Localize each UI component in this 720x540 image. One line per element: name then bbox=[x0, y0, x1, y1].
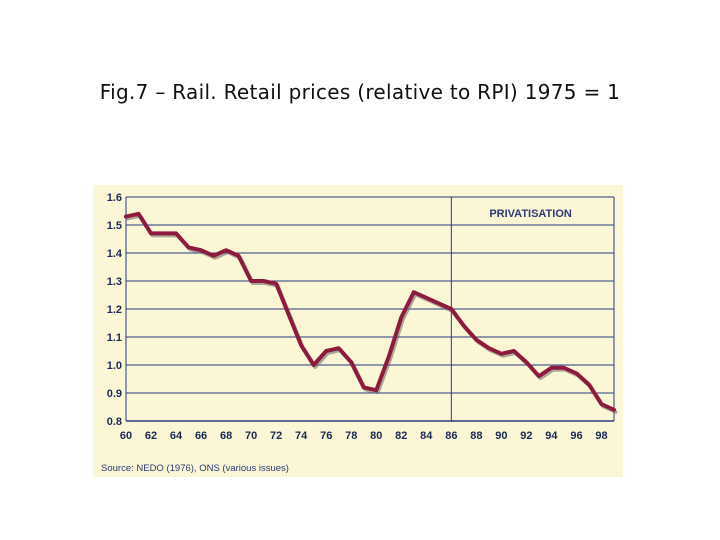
data-point bbox=[161, 231, 166, 235]
data-point bbox=[287, 313, 291, 317]
data-point bbox=[199, 248, 203, 252]
data-point bbox=[599, 402, 604, 406]
data-point bbox=[237, 254, 241, 258]
data-point bbox=[262, 279, 266, 283]
x-tick-label: 86 bbox=[445, 430, 457, 442]
x-tick-label: 96 bbox=[570, 430, 582, 442]
data-point bbox=[399, 315, 403, 319]
data-point bbox=[487, 346, 491, 350]
slide-title: Fig.7 – Rail. Retail prices (relative to… bbox=[99, 80, 621, 104]
data-point bbox=[462, 324, 466, 328]
data-point bbox=[299, 343, 303, 347]
y-tick-label: 0.9 bbox=[107, 388, 122, 400]
y-tick-label: 1.6 bbox=[107, 192, 122, 204]
y-tick-label: 1.0 bbox=[107, 360, 122, 372]
y-tick-label: 1.3 bbox=[107, 276, 122, 288]
x-tick-label: 74 bbox=[295, 430, 308, 442]
series-layer bbox=[124, 211, 618, 414]
y-tick-label: 1.5 bbox=[107, 220, 122, 232]
data-point bbox=[274, 282, 278, 286]
x-tick-label: 84 bbox=[420, 430, 433, 442]
y-tick-label: 1.2 bbox=[107, 304, 122, 316]
x-tick-label: 98 bbox=[595, 430, 607, 442]
y-tick-label: 1.4 bbox=[107, 248, 123, 260]
data-point bbox=[337, 346, 341, 350]
data-point bbox=[349, 360, 353, 364]
x-tick-label: 62 bbox=[145, 430, 157, 442]
x-tick-label: 92 bbox=[520, 430, 532, 442]
data-point bbox=[612, 408, 616, 412]
data-point bbox=[524, 360, 529, 364]
data-point bbox=[474, 338, 478, 342]
data-point bbox=[136, 212, 141, 216]
x-tick-label: 88 bbox=[470, 430, 482, 442]
x-tick-label: 60 bbox=[120, 430, 132, 442]
x-tick-label: 78 bbox=[345, 430, 357, 442]
axis-layer: 1.6 1.5 1.4 1.3 1.2 1.1 1.0 0.9 0.8 60 62 64 66 68 70 7… bbox=[107, 192, 608, 442]
source-note: Source: NEDO (1976), ONS (various issues… bbox=[101, 463, 289, 474]
data-point bbox=[512, 349, 516, 353]
x-tick-label: 76 bbox=[320, 430, 332, 442]
data-point bbox=[424, 296, 428, 300]
data-point bbox=[249, 279, 253, 283]
x-tick-label: 70 bbox=[245, 430, 257, 442]
y-tick-label: 1.1 bbox=[107, 332, 122, 344]
x-tick-label: 90 bbox=[495, 430, 507, 442]
data-point bbox=[224, 248, 228, 252]
data-point bbox=[124, 215, 128, 219]
data-point bbox=[412, 290, 416, 294]
chart-panel: 1.6 1.5 1.4 1.3 1.2 1.1 1.0 0.9 0.8 60 62 64 66 68 70 7… bbox=[93, 185, 623, 477]
series-line-shadow bbox=[125, 213, 618, 414]
data-point bbox=[562, 366, 566, 370]
data-point bbox=[174, 231, 178, 235]
x-tick-label: 80 bbox=[370, 430, 382, 442]
data-point bbox=[449, 307, 453, 311]
x-tick-label: 64 bbox=[170, 430, 183, 442]
data-point bbox=[537, 374, 541, 378]
x-tick-label: 94 bbox=[545, 430, 558, 442]
y-tick-label: 0.8 bbox=[107, 416, 122, 428]
data-point bbox=[549, 366, 554, 370]
data-point bbox=[211, 254, 216, 258]
data-point bbox=[324, 349, 328, 353]
data-point bbox=[362, 385, 366, 389]
data-point bbox=[574, 371, 579, 375]
data-point bbox=[186, 245, 191, 249]
x-tick-label: 82 bbox=[395, 430, 407, 442]
data-point bbox=[499, 352, 503, 356]
data-point bbox=[437, 301, 441, 305]
x-tick-label: 72 bbox=[270, 430, 282, 442]
data-point bbox=[374, 388, 378, 392]
x-tick-label: 66 bbox=[195, 430, 207, 442]
privatisation-label: PRIVATISATION bbox=[489, 208, 572, 220]
data-point bbox=[312, 363, 316, 367]
data-point bbox=[149, 231, 153, 235]
line-chart: 1.6 1.5 1.4 1.3 1.2 1.1 1.0 0.9 0.8 60 62 64 66 68 70 7… bbox=[101, 192, 618, 474]
data-point bbox=[387, 355, 391, 359]
x-tick-label: 68 bbox=[220, 430, 232, 442]
data-point bbox=[587, 383, 591, 387]
series-line bbox=[124, 211, 616, 412]
